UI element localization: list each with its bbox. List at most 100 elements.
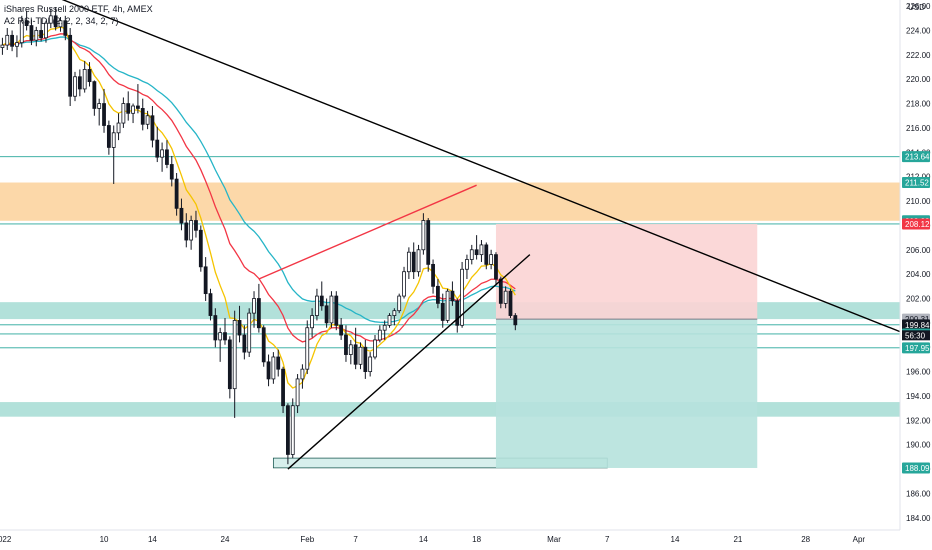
countdown-label: 56:30: [905, 331, 926, 340]
candle: [106, 120, 111, 155]
price-tags-layer: 213.64211.52208.38208.12200.31199.84199.…: [902, 151, 930, 474]
candle: [508, 288, 513, 318]
candle-body: [474, 249, 479, 256]
trendlines-layer[interactable]: [60, 0, 903, 470]
candle: [460, 261, 464, 328]
price-tick-label: 226.00: [906, 2, 931, 11]
candle-body: [208, 293, 213, 316]
trendline-ascending-support[interactable]: [287, 254, 531, 470]
candle: [223, 318, 227, 345]
candle: [10, 30, 14, 52]
candle: [140, 98, 145, 131]
price-tick-label: 186.00: [906, 489, 931, 498]
candle: [29, 19, 34, 46]
candle-body: [329, 295, 334, 324]
candle: [286, 403, 290, 465]
price-tag-label: 208.12: [905, 220, 930, 229]
candle-body: [203, 266, 208, 295]
time-tick-label: 14: [671, 535, 680, 544]
time-tick-label: 7: [605, 535, 610, 544]
candle-body: [252, 298, 256, 314]
candle-body: [29, 25, 34, 41]
candle-body: [131, 105, 135, 114]
candle-body: [344, 334, 348, 355]
candle-body: [189, 220, 194, 241]
candle: [450, 281, 455, 306]
candle: [436, 279, 440, 309]
price-tag-label: 199.84: [905, 321, 930, 330]
candle-body: [140, 108, 145, 125]
candle: [353, 327, 358, 370]
candle-body: [348, 344, 353, 355]
candle-body: [295, 378, 300, 407]
candle-body: [82, 69, 87, 90]
candle: [15, 35, 19, 58]
candle-body: [368, 356, 373, 373]
candle-body: [68, 34, 73, 97]
candle: [87, 62, 92, 87]
candle: [373, 335, 377, 360]
candle: [474, 235, 479, 260]
indicator-legend[interactable]: A2 RSI-TDI (2, 2, 2, 34, 2, 7): [4, 16, 119, 26]
candle-body: [160, 149, 164, 158]
candle: [165, 140, 169, 169]
position-tool[interactable]: [495, 223, 758, 468]
candle-body: [227, 339, 232, 390]
price-tag-label: 188.09: [905, 464, 930, 473]
candle-body: [508, 290, 513, 316]
candle-body: [484, 244, 489, 265]
candle: [276, 349, 281, 377]
candle: [411, 242, 416, 280]
candle-body: [319, 295, 324, 307]
candle: [136, 84, 140, 114]
time-axis-background[interactable]: [0, 531, 900, 550]
candle-body: [426, 220, 431, 265]
time-tick-label: 18: [472, 535, 481, 544]
candle: [77, 69, 82, 97]
candle: [339, 318, 344, 340]
candle: [184, 213, 189, 248]
candle-body: [358, 346, 363, 365]
price-axis-background[interactable]: [900, 0, 932, 550]
candle-body: [174, 178, 179, 209]
candle: [48, 8, 53, 29]
candle-body: [513, 315, 518, 326]
symbol-title[interactable]: iShares Russell 2000 ETF, 4h, AMEX: [4, 4, 153, 14]
candle-body: [445, 290, 450, 321]
candle: [494, 252, 498, 284]
candle: [116, 113, 121, 141]
candle: [252, 291, 256, 328]
candle-body: [169, 164, 174, 180]
candle: [329, 291, 334, 328]
time-tick-label: 28: [801, 535, 810, 544]
candle: [198, 225, 203, 272]
candle: [63, 15, 68, 41]
candle: [315, 288, 319, 321]
price-tick-label: 192.00: [906, 416, 931, 425]
candle: [24, 10, 29, 31]
candle-body: [382, 324, 387, 331]
price-tick-label: 184.00: [906, 514, 931, 523]
candle-body: [213, 315, 218, 341]
candle: [208, 288, 213, 321]
candle: [227, 336, 232, 399]
time-tick-label: Feb: [300, 535, 314, 544]
candle-body: [232, 320, 237, 390]
price-tag-background: [902, 462, 930, 474]
candle-body: [237, 320, 242, 336]
trendline-wedge-top[interactable]: [258, 184, 477, 280]
candle-body: [503, 290, 508, 304]
candle: [39, 18, 44, 42]
candle: [368, 352, 373, 377]
candle-body: [24, 20, 29, 26]
price-tick-label: 218.00: [906, 100, 931, 109]
trendline-descending-resistance[interactable]: [60, 0, 903, 334]
candle: [295, 374, 300, 414]
candle: [498, 276, 503, 309]
candle: [82, 60, 87, 93]
candle: [174, 173, 179, 216]
candle: [247, 308, 252, 357]
candle: [344, 325, 348, 362]
candle-body: [223, 332, 227, 341]
